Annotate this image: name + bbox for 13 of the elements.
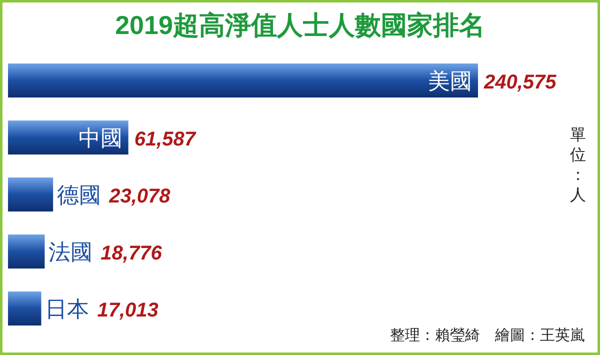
data-label: 18,776 (100, 242, 163, 264)
data-label: 61,587 (134, 128, 196, 150)
y-tick-label: 德國 (57, 182, 102, 208)
y-tick-label: 法國 (48, 240, 93, 264)
data-label: 17,013 (97, 300, 158, 322)
data-label: 240,575 (483, 72, 558, 94)
data-label: 23,078 (108, 186, 172, 208)
annotation: 整理：賴瑩綺 繪圖：王英嵐 (390, 327, 585, 344)
text: 單位：人 (570, 127, 586, 204)
y-tick-label: 日本 (45, 296, 90, 322)
y-tick-label: 美國 (428, 68, 472, 94)
y-tick-label: 中國 (78, 126, 122, 150)
chart-title: 2019超高淨值人士人數國家排名 (115, 10, 485, 40)
